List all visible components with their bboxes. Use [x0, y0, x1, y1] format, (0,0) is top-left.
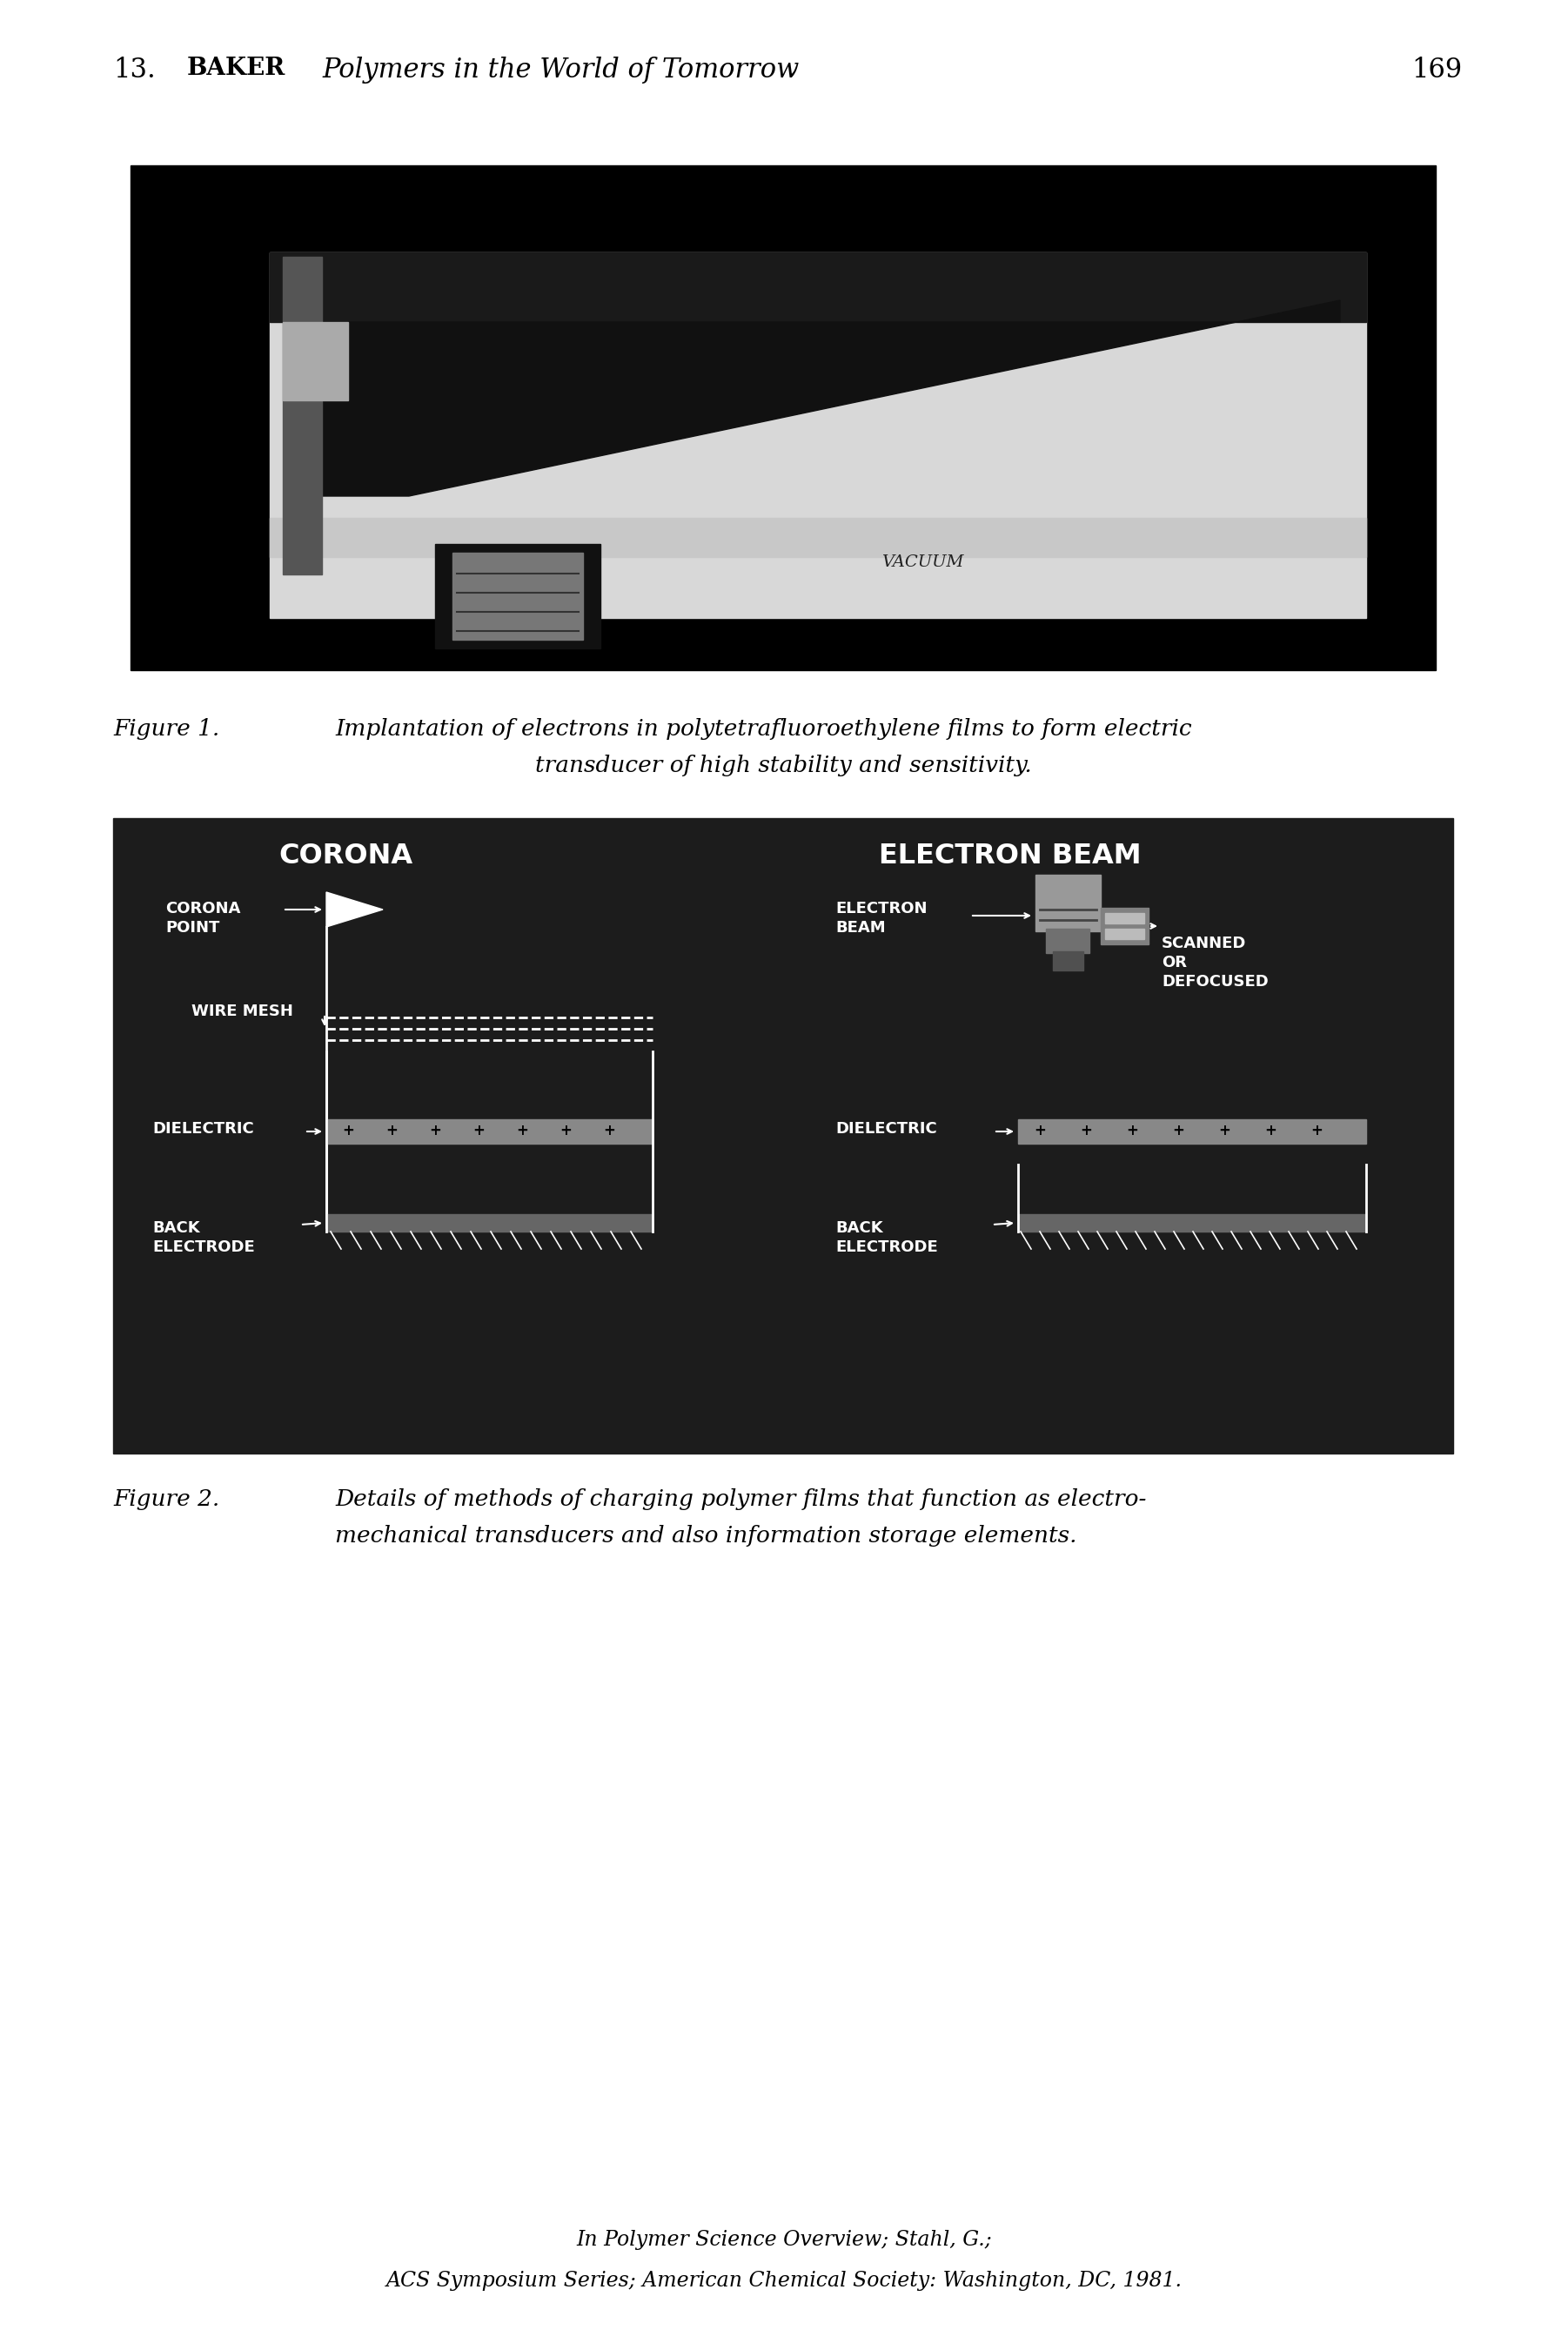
Text: DIELECTRIC: DIELECTRIC: [152, 1121, 254, 1137]
Text: Figure 2.: Figure 2.: [113, 1488, 220, 1511]
Text: BAKER: BAKER: [187, 56, 285, 80]
Bar: [1018, 1119, 1366, 1144]
Text: mechanical transducers and also information storage elements.: mechanical transducers and also informat…: [336, 1525, 1077, 1546]
Text: +: +: [560, 1123, 572, 1137]
Bar: [130, 165, 1436, 670]
Text: DIELECTRIC: DIELECTRIC: [836, 1121, 938, 1137]
Polygon shape: [321, 301, 1341, 496]
Text: ACS Symposium Series; American Chemical Society: Washington, DC, 1981.: ACS Symposium Series; American Chemical …: [386, 2270, 1182, 2291]
Bar: [270, 251, 1366, 322]
Text: Implantation of electrons in polytetrafluoroethylene films to form electric: Implantation of electrons in polytetrafl…: [336, 719, 1192, 740]
Text: +: +: [1173, 1123, 1184, 1137]
Text: Details of methods of charging polymer films that function as electro-: Details of methods of charging polymer f…: [336, 1488, 1146, 1511]
Text: +: +: [472, 1123, 485, 1137]
Text: ELECTRON
BEAM: ELECTRON BEAM: [836, 900, 927, 935]
Text: +: +: [1218, 1123, 1231, 1137]
Text: WIRE MESH: WIRE MESH: [191, 1003, 293, 1020]
Bar: [1105, 914, 1145, 924]
Bar: [270, 517, 1366, 557]
Text: +: +: [1311, 1123, 1322, 1137]
Bar: [434, 543, 601, 649]
Text: SCANNED
OR
DEFOCUSED: SCANNED OR DEFOCUSED: [1162, 935, 1269, 989]
Text: +: +: [386, 1123, 398, 1137]
Bar: [453, 552, 583, 639]
Bar: [326, 1215, 652, 1231]
Text: Polymers in the World of Tomorrow: Polymers in the World of Tomorrow: [321, 56, 800, 85]
Text: +: +: [516, 1123, 528, 1137]
Bar: [1046, 928, 1090, 954]
Text: In Polymer Science Overview; Stahl, G.;: In Polymer Science Overview; Stahl, G.;: [575, 2230, 993, 2249]
Text: transducer of high stability and sensitivity.: transducer of high stability and sensiti…: [535, 754, 1032, 776]
Text: +: +: [1264, 1123, 1276, 1137]
Text: VACUUM: VACUUM: [881, 555, 963, 571]
Bar: [1101, 907, 1149, 945]
Bar: [113, 818, 1454, 1455]
Text: 13.: 13.: [113, 56, 155, 85]
Bar: [282, 256, 321, 573]
Text: +: +: [1126, 1123, 1138, 1137]
Bar: [282, 322, 348, 400]
Text: BACK
ELECTRODE: BACK ELECTRODE: [152, 1220, 254, 1255]
Bar: [1105, 928, 1145, 940]
Text: CORONA: CORONA: [279, 844, 412, 870]
Polygon shape: [326, 893, 383, 926]
Text: +: +: [1080, 1123, 1091, 1137]
Text: CORONA
POINT: CORONA POINT: [165, 900, 240, 935]
Text: +: +: [342, 1123, 354, 1137]
Bar: [270, 251, 1366, 618]
Text: BACK
ELECTRODE: BACK ELECTRODE: [836, 1220, 938, 1255]
Text: Figure 1.: Figure 1.: [113, 719, 220, 740]
Text: +: +: [604, 1123, 615, 1137]
Text: +: +: [430, 1123, 441, 1137]
Text: +: +: [1033, 1123, 1046, 1137]
Bar: [1018, 1215, 1366, 1231]
Bar: [1035, 874, 1101, 931]
Text: ELECTRON BEAM: ELECTRON BEAM: [878, 844, 1142, 870]
Text: 169: 169: [1411, 56, 1461, 85]
Bar: [1052, 952, 1083, 971]
Bar: [326, 1119, 652, 1144]
